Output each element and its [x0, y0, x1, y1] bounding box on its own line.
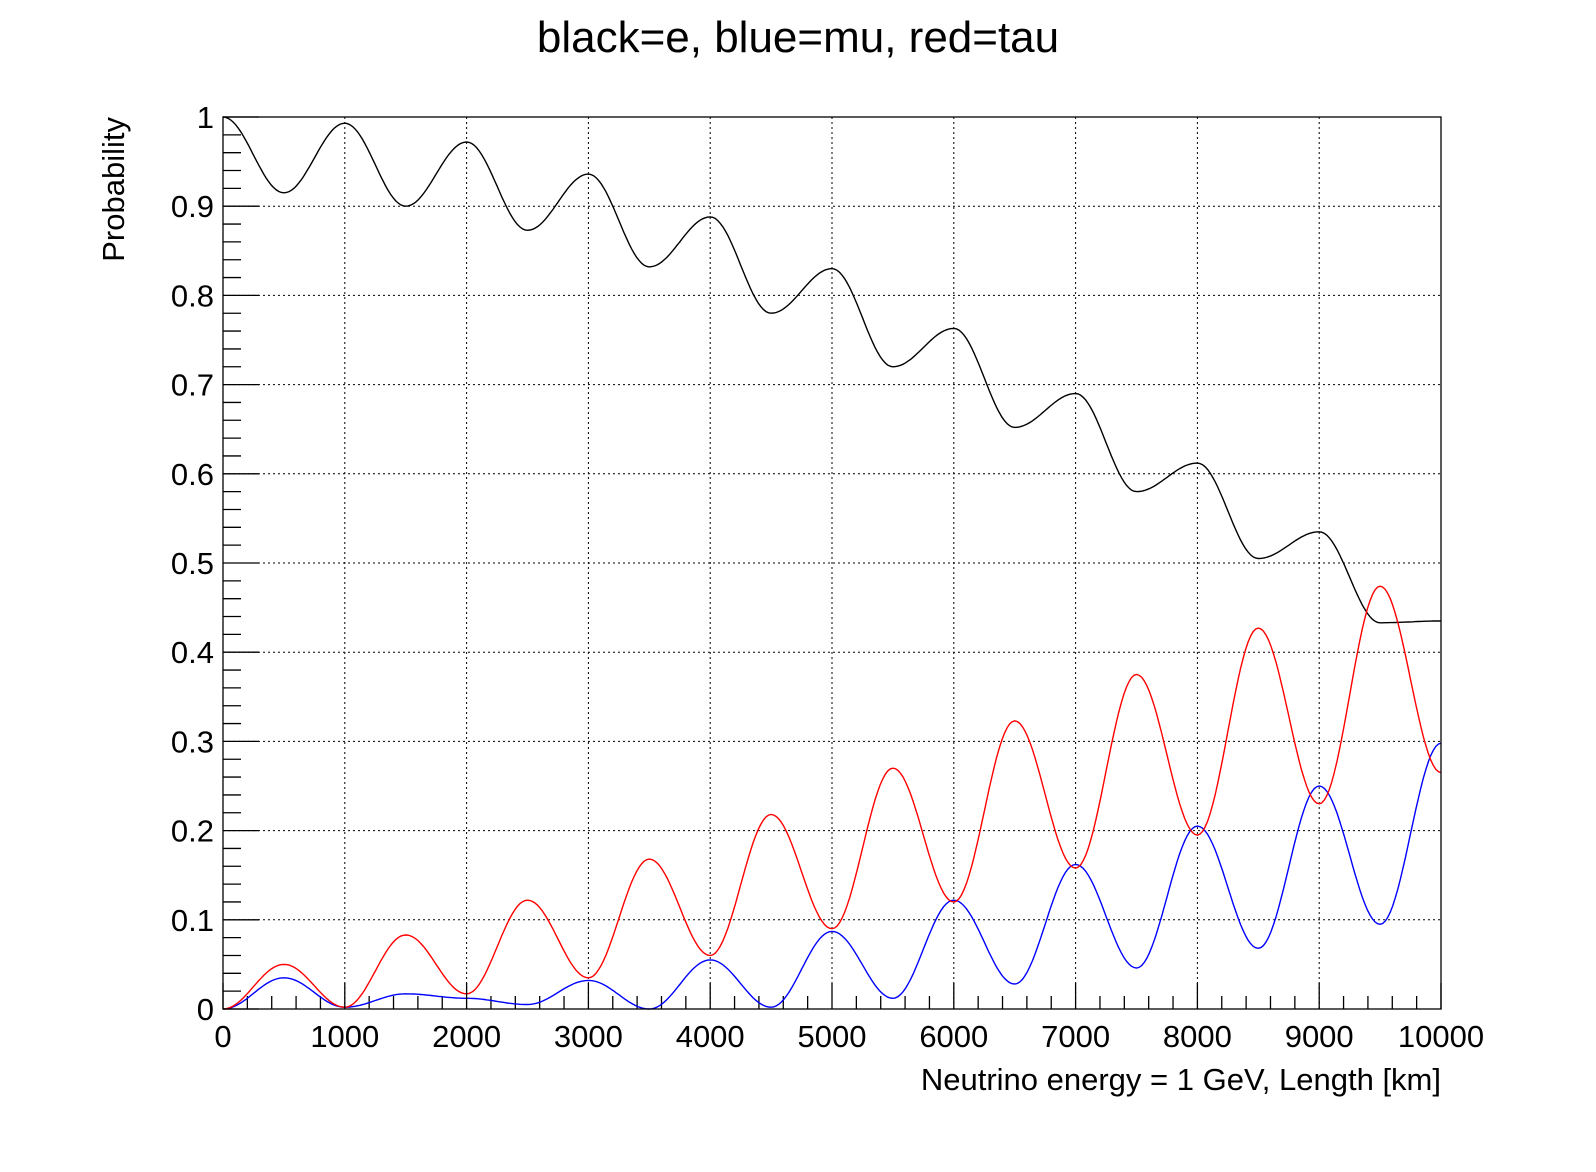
chart-title: black=e, blue=mu, red=tau	[537, 13, 1059, 62]
x-tick-label: 7000	[1041, 1019, 1110, 1054]
x-tick-label: 2000	[432, 1019, 501, 1054]
y-tick-label: 0.6	[171, 457, 214, 492]
y-tick-label: 0.3	[171, 724, 214, 759]
minor-ticks	[223, 134, 1418, 1009]
y-tick-label: 0.5	[171, 546, 214, 581]
series-line-0	[222, 116, 1441, 624]
x-tick-label: 4000	[676, 1019, 745, 1054]
y-tick-label: 0.9	[171, 189, 214, 224]
x-axis-ticks: 0 1000 2000 3000 4000 5000 6000 7000 8000 9000 100…	[214, 983, 1484, 1054]
x-tick-label: 1000	[310, 1019, 379, 1054]
y-tick-label: 0.8	[171, 278, 214, 313]
x-tick-label: 10000	[1398, 1019, 1484, 1054]
y-tick-label: 0.7	[171, 368, 214, 403]
y-tick-label: 1	[197, 100, 214, 135]
x-tick-label: 0	[214, 1019, 231, 1054]
x-tick-label: 8000	[1163, 1019, 1232, 1054]
series-line-1	[222, 742, 1442, 1010]
y-tick-label: 0.1	[171, 903, 214, 938]
y-tick-label: 0.4	[171, 635, 214, 670]
y-tick-label: 0	[197, 992, 214, 1027]
x-tick-label: 5000	[798, 1019, 867, 1054]
grid	[223, 117, 1441, 1009]
y-axis-title: Probability	[96, 117, 131, 262]
y-axis-ticks: 0 0.1 0.2 0.3 0.4 0.5 0.6 0.7 0.8 0.9 1	[171, 100, 259, 1027]
plot-series	[222, 116, 1442, 1010]
x-tick-label: 9000	[1285, 1019, 1354, 1054]
series-line-2	[222, 585, 1442, 1010]
x-tick-label: 6000	[919, 1019, 988, 1054]
x-axis-title: Neutrino energy = 1 GeV, Length [km]	[921, 1062, 1441, 1097]
x-tick-label: 3000	[554, 1019, 623, 1054]
y-tick-label: 0.2	[171, 814, 214, 849]
